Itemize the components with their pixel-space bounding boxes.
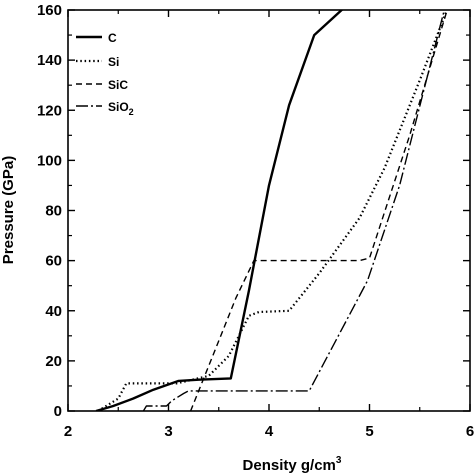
y-tick-label: 40 [45, 303, 62, 320]
y-tick-label: 80 [45, 203, 62, 220]
y-tick-labels: 0 20 40 60 80 100 120 140 160 [37, 2, 62, 420]
series-line-sic [189, 10, 448, 411]
x-tick-label: 3 [164, 423, 172, 440]
y-tick-label: 140 [37, 52, 62, 69]
y-tick-label: 60 [45, 253, 62, 270]
y-tick-label: 20 [45, 353, 62, 370]
y-axis-title: Pressure (GPa) [0, 156, 17, 264]
legend: C Si SiC SiO2 [76, 31, 134, 117]
legend-item-si: Si [76, 55, 119, 69]
legend-item-c: C [76, 31, 117, 45]
y-tick-label: 120 [37, 102, 62, 119]
plot-area-frame [67, 9, 471, 412]
y-tick-label: 160 [37, 2, 62, 19]
series-line-c [95, 10, 344, 411]
series-line-sio2 [142, 10, 445, 411]
x-tick-labels: 2 3 4 5 6 [64, 423, 474, 440]
axis-ticks [67, 9, 471, 412]
series-line-si [97, 10, 449, 411]
x-tick-label: 4 [265, 423, 274, 440]
y-tick-label: 100 [37, 152, 62, 169]
legend-label-sio2: SiO2 [108, 100, 134, 117]
legend-label-c: C [108, 31, 117, 45]
legend-label-sic: SiC [108, 78, 128, 92]
legend-item-sio2: SiO2 [76, 100, 134, 117]
x-axis-title: Density g/cm3 [243, 455, 342, 474]
x-tick-label: 2 [64, 423, 72, 440]
legend-label-si: Si [108, 55, 119, 69]
x-tick-label: 5 [365, 423, 373, 440]
series-layer [95, 10, 449, 411]
y-tick-label: 0 [54, 403, 62, 420]
legend-item-sic: SiC [76, 78, 128, 92]
x-tick-label: 6 [466, 423, 474, 440]
